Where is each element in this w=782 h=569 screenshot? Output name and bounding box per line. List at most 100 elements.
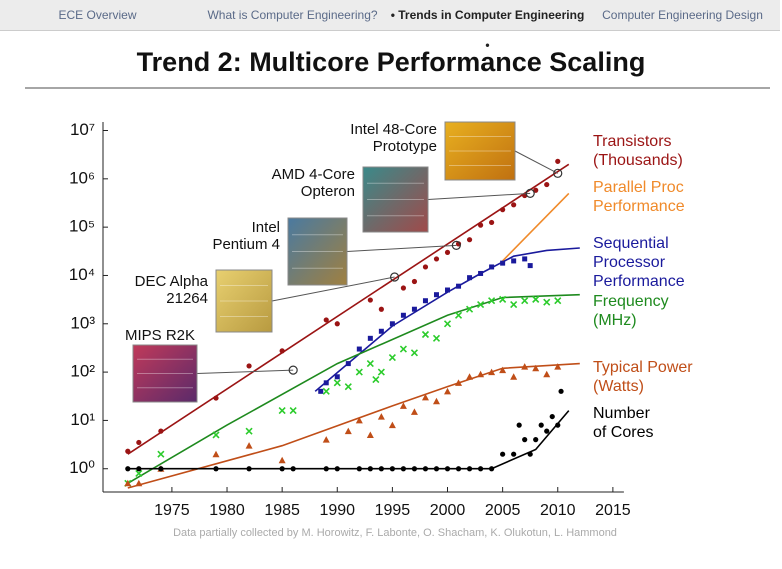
data-point	[510, 373, 517, 380]
data-point	[522, 256, 527, 261]
data-point	[368, 297, 373, 302]
series-label: Processor	[593, 254, 666, 271]
data-point	[279, 408, 285, 414]
x-tick-label: 2015	[595, 502, 631, 519]
data-point	[543, 371, 550, 378]
series-label: Number	[593, 405, 651, 422]
data-point	[500, 207, 505, 212]
annotation-label: Opteron	[301, 183, 355, 200]
data-point	[511, 302, 517, 308]
trend-line	[128, 411, 569, 469]
data-point	[379, 307, 384, 312]
x-tick-label: 1985	[264, 502, 300, 519]
data-point	[555, 159, 560, 164]
data-point	[445, 321, 451, 327]
data-point	[158, 466, 163, 471]
data-point	[291, 466, 296, 471]
data-point	[346, 361, 351, 366]
data-point	[422, 332, 428, 338]
annotation-label: AMD 4-Core	[272, 166, 355, 183]
x-tick-label: 2010	[540, 502, 576, 519]
data-point	[246, 428, 252, 434]
data-point	[345, 428, 352, 435]
data-point	[136, 440, 141, 445]
chart-title: Trend 2: Multicore Performance Scaling	[137, 47, 646, 77]
data-point	[213, 466, 218, 471]
x-tick-label: 2000	[430, 502, 466, 519]
data-point	[379, 329, 384, 334]
data-point	[467, 466, 472, 471]
data-point	[478, 271, 483, 276]
data-point	[335, 321, 340, 326]
series-label: Performance	[593, 273, 685, 290]
callout-line	[515, 151, 558, 173]
nav-tab[interactable]: What is Computer Engineering?	[195, 0, 390, 30]
annotation-label: Prototype	[373, 138, 437, 155]
y-tick-label: 10⁶	[69, 168, 95, 187]
data-point	[500, 452, 505, 457]
data-point	[136, 466, 141, 471]
data-point	[125, 466, 130, 471]
data-point	[456, 284, 461, 289]
data-point	[158, 451, 164, 457]
data-point	[367, 431, 374, 438]
data-point	[367, 361, 373, 367]
data-point	[246, 466, 251, 471]
data-point	[412, 307, 417, 312]
nav-tab[interactable]: ECE Overview	[0, 0, 195, 30]
data-point	[466, 373, 473, 380]
x-tick-label: 1980	[209, 502, 245, 519]
x-tick-label: 1990	[319, 502, 355, 519]
data-point	[500, 261, 505, 266]
data-point	[533, 437, 538, 442]
annotation-label: 21264	[166, 290, 208, 307]
data-point	[135, 480, 142, 487]
data-point	[323, 388, 329, 394]
data-point	[478, 223, 483, 228]
data-point	[378, 413, 385, 420]
annotation-label: DEC Alpha	[135, 273, 209, 290]
annotation-label: Pentium 4	[212, 236, 280, 253]
data-point	[445, 466, 450, 471]
data-point	[489, 264, 494, 269]
data-point	[246, 363, 251, 368]
series-label: (MHz)	[593, 312, 637, 329]
data-point	[412, 466, 417, 471]
data-point	[511, 452, 516, 457]
x-tick-label: 2005	[485, 502, 521, 519]
data-point	[246, 442, 253, 449]
data-point	[555, 298, 561, 304]
y-tick-label: 10⁴	[69, 265, 95, 284]
data-point	[401, 313, 406, 318]
data-point	[522, 298, 528, 304]
data-point	[357, 347, 362, 352]
chart: Trend 2: Multicore Performance Scaling D…	[0, 30, 782, 569]
y-tick-label: 10⁵	[69, 217, 95, 236]
data-point	[356, 369, 362, 375]
data-point	[400, 346, 406, 352]
series-label: Transistors	[593, 133, 672, 150]
slide: ECE OverviewWhat is Computer Engineering…	[0, 0, 782, 569]
data-point	[379, 466, 384, 471]
data-point	[401, 466, 406, 471]
series-label: Performance	[593, 198, 685, 215]
data-point	[324, 317, 329, 322]
data-point	[368, 466, 373, 471]
nav-tab[interactable]: • Trends in Computer Engineering •	[390, 0, 585, 30]
data-point	[528, 452, 533, 457]
data-point	[434, 256, 439, 261]
y-tick-label: 10¹	[70, 410, 95, 429]
data-point	[434, 466, 439, 471]
series-label: Sequential	[593, 235, 669, 252]
data-point	[357, 466, 362, 471]
nav-tab[interactable]: Computer Engineering Design	[585, 0, 780, 30]
data-point	[213, 395, 218, 400]
data-point	[433, 335, 439, 341]
x-tick-label: 1975	[154, 502, 190, 519]
data-point	[318, 389, 323, 394]
data-point	[544, 429, 549, 434]
data-point	[423, 264, 428, 269]
data-point	[544, 299, 550, 305]
x-tick-label: 1995	[375, 502, 411, 519]
data-point	[456, 466, 461, 471]
